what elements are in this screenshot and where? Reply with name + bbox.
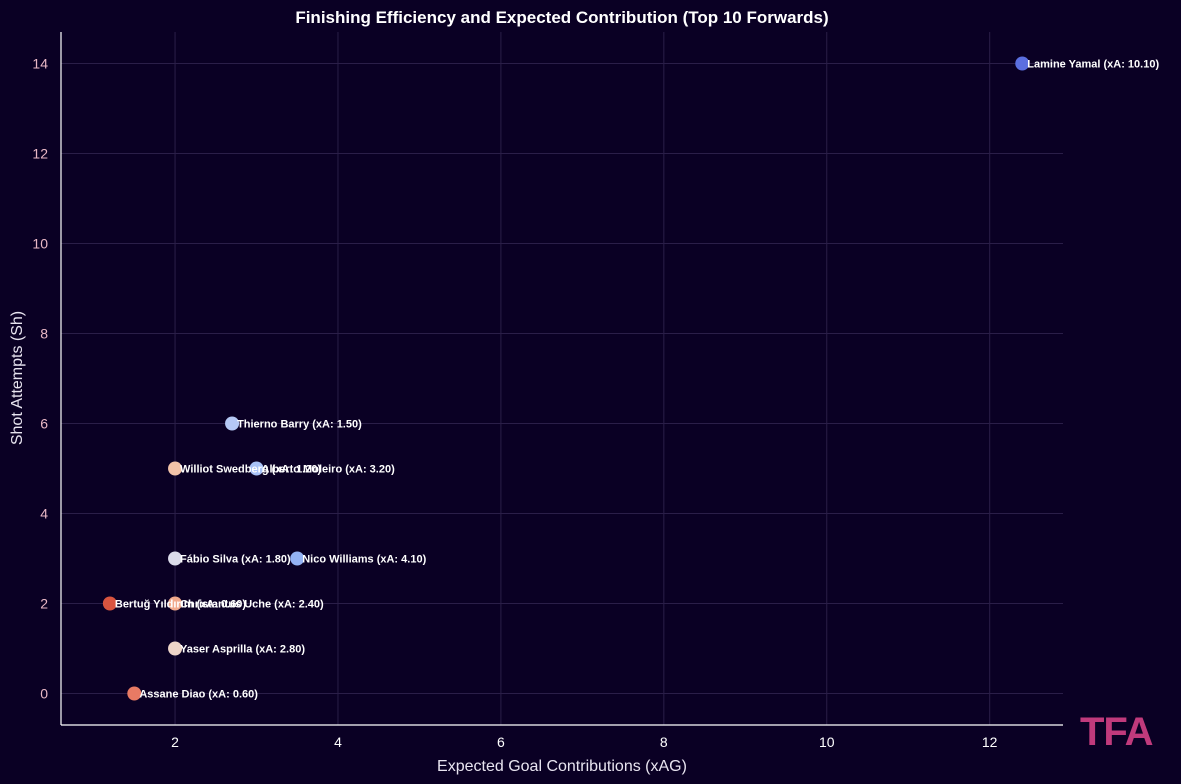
- data-point-5: [290, 551, 305, 566]
- data-point-6: [102, 596, 117, 611]
- data-point-label-1: Thierno Barry (xA: 1.50): [237, 419, 362, 431]
- data-point-label-4: Fábio Silva (xA: 1.80): [180, 554, 291, 566]
- y-tick-label-0: 0: [40, 686, 48, 702]
- data-point-label-2: Williot Swedberg (xA: 1.20): [180, 464, 321, 476]
- y-tick-label-3: 6: [40, 416, 48, 432]
- data-point-9: [127, 686, 142, 701]
- x-ticks: 2 4 6 8 10 12: [171, 734, 998, 750]
- data-point-3: [249, 461, 264, 476]
- data-point-label-6: Bertuğ Yıldırım (xA: 0.60): [115, 599, 247, 611]
- data-points: Lamine Yamal (xA: 10.10) Thierno Barry (x…: [102, 56, 1159, 701]
- data-point-4: [168, 551, 183, 566]
- y-tick-label-2: 4: [40, 506, 48, 522]
- y-tick-label-7: 14: [32, 56, 48, 72]
- y-tick-label-5: 10: [32, 236, 48, 252]
- x-tick-label-5: 12: [982, 734, 998, 750]
- data-point-label-9: Assane Diao (xA: 0.60): [139, 689, 258, 701]
- data-point-label-5: Nico Williams (xA: 4.10): [302, 554, 426, 566]
- tfa-logo: TFA: [1080, 710, 1153, 754]
- data-point-label-7: Christantus Uche (xA: 2.40): [180, 599, 324, 611]
- data-point-label-0: Lamine Yamal (xA: 10.10): [1027, 59, 1159, 71]
- data-point-2: [168, 461, 183, 476]
- x-tick-label-1: 4: [334, 734, 342, 750]
- x-tick-label-2: 6: [497, 734, 505, 750]
- x-tick-label-3: 8: [660, 734, 668, 750]
- grid-lines: [61, 32, 1063, 725]
- data-point-1: [225, 416, 240, 431]
- x-tick-label-4: 10: [819, 734, 835, 750]
- x-axis-label: Expected Goal Contributions (xAG): [437, 758, 687, 775]
- x-tick-label-0: 2: [171, 734, 179, 750]
- y-tick-label-1: 2: [40, 596, 48, 612]
- y-axis-label: Shot Attempts (Sh): [9, 311, 26, 445]
- y-tick-label-6: 12: [32, 146, 48, 162]
- data-point-8: [168, 641, 183, 656]
- data-point-label-3: Alberto Moleiro (xA: 3.20): [262, 464, 396, 476]
- data-point-7: [168, 596, 183, 611]
- chart-title: Finishing Efficiency and Expected Contri…: [295, 8, 828, 27]
- data-point-0: [1015, 56, 1030, 71]
- y-tick-label-4: 8: [40, 326, 48, 342]
- data-point-label-8: Yaser Asprilla (xA: 2.80): [180, 644, 305, 656]
- y-ticks: 0 2 4 6 8 10 12 14: [32, 56, 48, 702]
